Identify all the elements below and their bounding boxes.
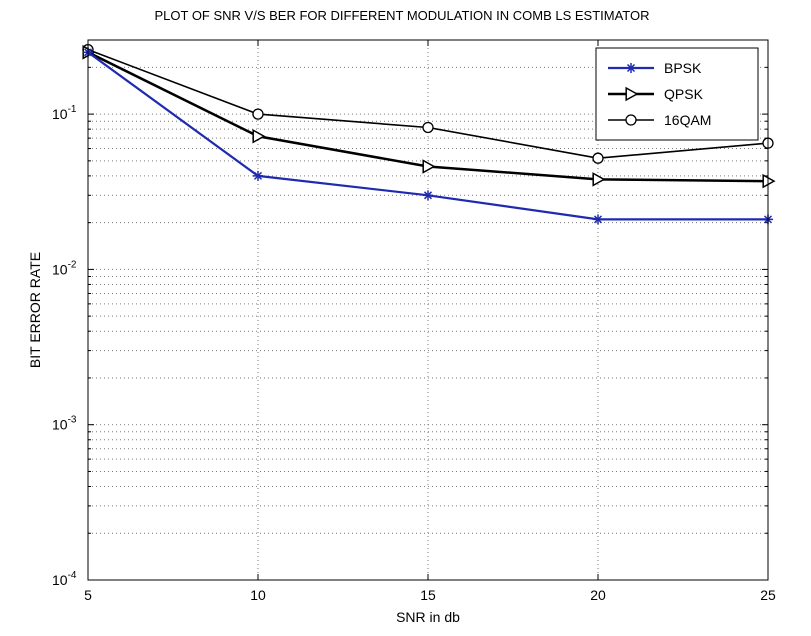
y-tick-label: 10-3	[52, 415, 77, 433]
data-point-bpsk	[253, 170, 263, 181]
ticks-layer: 5 10 15 20 25 10-1 10-2 10-3 10-4	[52, 39, 776, 603]
data-point-16qam	[252, 108, 264, 120]
y-tick-label: 10-2	[52, 259, 77, 277]
x-tick-label: 25	[760, 587, 776, 603]
plot-area-border	[87, 39, 769, 581]
legend-label-bpsk: BPSK	[664, 60, 702, 76]
y-tick-label: 10-4	[52, 570, 77, 588]
x-tick-label: 10	[250, 587, 266, 603]
x-tick-label: 15	[420, 587, 436, 603]
data-point-qpsk	[252, 128, 266, 144]
data-point-qpsk	[625, 86, 639, 102]
data-point-bpsk	[626, 63, 636, 73]
data-point-qpsk	[762, 173, 776, 189]
y-tick-label: 10-1	[52, 104, 77, 122]
data-point-qpsk	[592, 172, 606, 187]
data-point-16qam	[625, 114, 637, 126]
data-point-bpsk	[593, 214, 603, 225]
legend: BPSK QPSK 16QAM	[595, 47, 759, 141]
data-point-16qam	[592, 152, 604, 164]
data-point-bpsk	[423, 190, 433, 201]
x-axis-label: SNR in db	[396, 609, 460, 625]
x-tick-label: 5	[84, 587, 92, 603]
series-layer	[82, 44, 776, 225]
legend-label-16qam: 16QAM	[664, 112, 711, 128]
legend-label-qpsk: QPSK	[664, 86, 704, 102]
y-axis-label: BIT ERROR RATE	[27, 252, 43, 368]
x-tick-label: 20	[590, 587, 606, 603]
data-point-16qam	[422, 121, 434, 134]
chart-title: PLOT OF SNR V/S BER FOR DIFFERENT MODULA…	[154, 8, 649, 23]
data-point-qpsk	[422, 159, 436, 174]
